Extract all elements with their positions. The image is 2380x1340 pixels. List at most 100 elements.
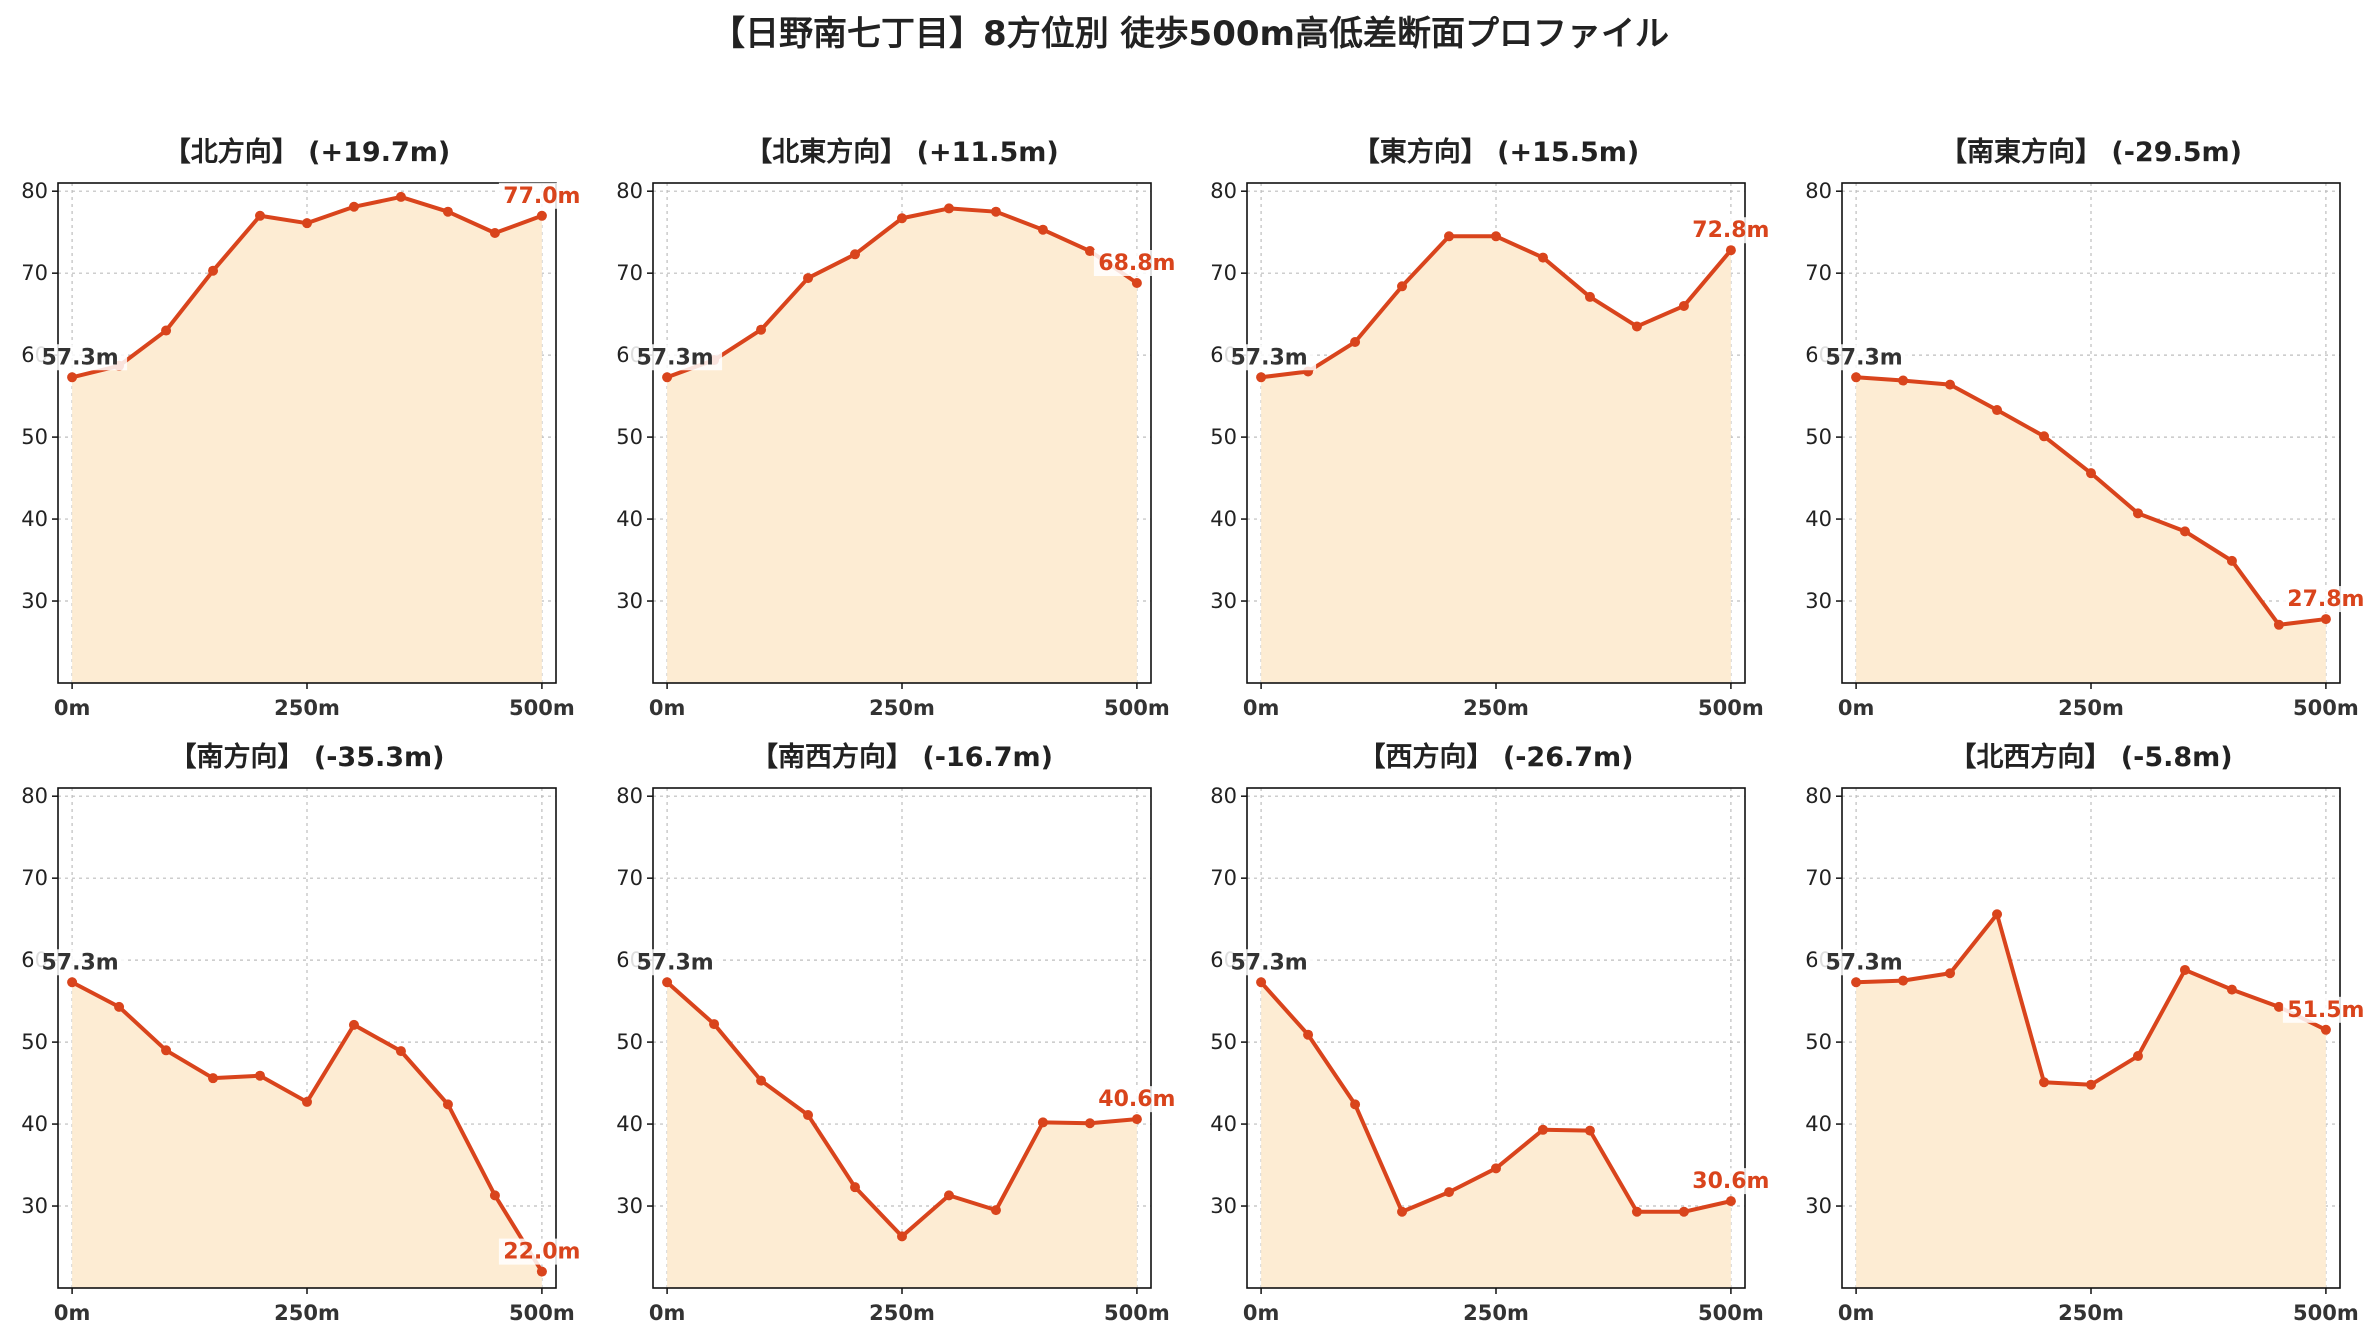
elevation-point — [1256, 977, 1267, 988]
end-elevation-label: 51.5m — [2287, 998, 2364, 1023]
elevation-point — [1084, 1118, 1095, 1129]
elevation-panel: 【南東方向】 (-29.5m)3040506070800m250m500m57.… — [1805, 136, 2369, 720]
elevation-point — [1631, 321, 1642, 332]
elevation-area — [1261, 982, 1731, 1288]
elevation-point — [1898, 975, 1909, 986]
elevation-point — [897, 1231, 907, 1242]
elevation-point — [2273, 619, 2284, 630]
y-tick-label: 30 — [1805, 589, 1832, 613]
elevation-point — [161, 325, 172, 336]
panel-grid: 【北方向】 (+19.7m)3040506070800m250m500m57.3… — [21, 136, 2369, 1325]
elevation-point — [67, 372, 78, 383]
x-tick-label: 500m — [1698, 696, 1764, 720]
panel-title: 【北方向】 (+19.7m) — [164, 136, 450, 168]
elevation-point — [2179, 526, 2190, 537]
end-elevation-label: 40.6m — [1098, 1087, 1175, 1112]
elevation-area — [72, 196, 542, 683]
start-label-box — [1817, 949, 1912, 976]
x-tick-label: 500m — [509, 1301, 575, 1325]
y-tick-label: 50 — [21, 425, 48, 449]
elevation-point — [2132, 508, 2143, 519]
elevation-point — [1256, 372, 1267, 383]
y-tick-label: 50 — [1805, 425, 1832, 449]
elevation-point — [850, 249, 861, 260]
end-elevation-label: 30.6m — [1692, 1169, 1769, 1194]
elevation-point — [1037, 1117, 1048, 1128]
elevation-point — [2320, 614, 2331, 625]
elevation-point — [2132, 1051, 2143, 1062]
end-label-box — [1687, 1168, 1774, 1195]
elevation-point — [1491, 231, 1501, 242]
y-tick-label: 50 — [616, 425, 643, 449]
elevation-point — [1444, 231, 1455, 242]
y-tick-label: 50 — [616, 1030, 643, 1054]
end-elevation-label: 68.8m — [1098, 251, 1175, 276]
start-elevation-label: 57.3m — [1230, 950, 1307, 975]
elevation-area — [1856, 377, 2326, 683]
elevation-area — [1856, 914, 2326, 1288]
start-elevation-label: 57.3m — [1825, 345, 1902, 370]
end-elevation-label: 27.8m — [2287, 587, 2364, 612]
elevation-point — [442, 1099, 453, 1110]
y-tick-label: 70 — [616, 261, 643, 285]
y-tick-label: 50 — [1805, 1030, 1832, 1054]
main-title: 【日野南七丁目】8方位別 徒歩500m高低差断面プロファイル — [711, 14, 1669, 54]
start-label-box — [628, 949, 723, 976]
elevation-point — [1631, 1206, 1642, 1217]
elevation-panel: 【北方向】 (+19.7m)3040506070800m250m500m57.3… — [21, 136, 585, 720]
x-tick-label: 250m — [274, 1301, 340, 1325]
panel-title: 【北東方向】 (+11.5m) — [745, 136, 1058, 168]
y-tick-label: 80 — [616, 784, 643, 808]
y-tick-label: 70 — [21, 866, 48, 890]
end-label-box — [2282, 586, 2369, 613]
elevation-point — [208, 1073, 219, 1084]
y-tick-label: 30 — [1805, 1194, 1832, 1218]
elevation-point — [709, 1019, 720, 1030]
elevation-area — [667, 982, 1137, 1288]
y-tick-label: 70 — [1210, 866, 1237, 890]
elevation-point — [1444, 1187, 1455, 1198]
elevation-panel: 【北西方向】 (-5.8m)3040506070800m250m500m57.3… — [1805, 741, 2369, 1325]
y-tick-label: 70 — [1805, 261, 1832, 285]
y-tick-label: 50 — [1210, 1030, 1237, 1054]
y-tick-label: 80 — [1210, 784, 1237, 808]
elevation-point — [255, 1070, 266, 1081]
elevation-point — [756, 1075, 767, 1086]
elevation-point — [1131, 278, 1142, 288]
y-tick-label: 80 — [21, 784, 48, 808]
elevation-point — [395, 1046, 406, 1057]
elevation-point — [255, 210, 266, 221]
x-tick-label: 500m — [509, 696, 575, 720]
x-tick-label: 0m — [649, 1301, 686, 1325]
panel-title: 【西方向】 (-26.7m) — [1358, 741, 1633, 773]
x-tick-label: 250m — [1463, 1301, 1529, 1325]
elevation-point — [1397, 1206, 1408, 1217]
elevation-panel: 【北東方向】 (+11.5m)3040506070800m250m500m57.… — [616, 136, 1180, 720]
y-tick-label: 50 — [1210, 425, 1237, 449]
elevation-area — [1261, 236, 1731, 683]
x-tick-label: 500m — [1104, 696, 1170, 720]
elevation-point — [1992, 405, 2003, 416]
elevation-point — [302, 1096, 312, 1107]
y-tick-label: 80 — [21, 179, 48, 203]
x-tick-label: 0m — [1243, 1301, 1280, 1325]
x-tick-label: 250m — [2058, 696, 2124, 720]
y-tick-label: 40 — [21, 1112, 48, 1136]
x-tick-label: 500m — [1104, 1301, 1170, 1325]
elevation-point — [395, 191, 406, 202]
elevation-point — [803, 1110, 814, 1121]
elevation-point — [1350, 337, 1361, 348]
panel-title: 【南西方向】 (-16.7m) — [751, 741, 1053, 773]
elevation-point — [1725, 245, 1736, 256]
y-tick-label: 80 — [1210, 179, 1237, 203]
elevation-point — [2273, 1001, 2284, 1012]
elevation-point — [1084, 246, 1095, 257]
x-tick-label: 500m — [2293, 1301, 2359, 1325]
x-tick-label: 0m — [1838, 1301, 1875, 1325]
elevation-point — [536, 1266, 547, 1277]
y-tick-label: 40 — [1210, 507, 1237, 531]
elevation-point — [2086, 468, 2096, 479]
y-tick-label: 50 — [21, 1030, 48, 1054]
y-tick-label: 30 — [616, 589, 643, 613]
y-tick-label: 40 — [1805, 1112, 1832, 1136]
